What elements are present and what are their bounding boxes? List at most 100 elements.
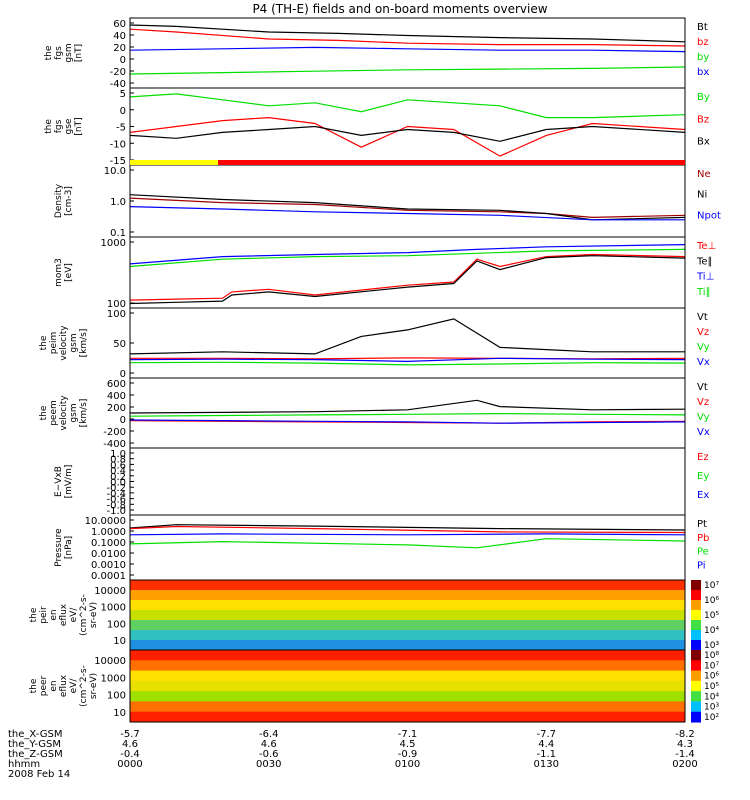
y-tick-label: 600 [107, 379, 126, 390]
legend-label: Vz [697, 397, 709, 408]
heatmap-band [130, 630, 685, 641]
y-axis-label: the peim velocity gsm [km/s] [39, 325, 89, 361]
legend-label: Bz [697, 114, 709, 125]
series-line-Pb [129, 525, 686, 534]
status-strip-red [218, 160, 685, 165]
series-line-bx [129, 46, 686, 53]
legend-label: Bx [697, 137, 710, 148]
series-line-Vt [129, 399, 686, 414]
y-tick-label: 0.0 [110, 478, 126, 489]
series-line-by [129, 66, 686, 75]
heatmap-band [130, 640, 685, 651]
heatmap-band [130, 691, 685, 702]
series-line-Vx [129, 419, 686, 424]
colorbar-tick-label: 10⁵ [704, 611, 719, 621]
y-tick-label: 40 [113, 31, 126, 42]
heatmap-band [130, 701, 685, 713]
legend-label: Vy [697, 342, 710, 353]
y-label-line: gsm [69, 333, 79, 352]
y-tick-label: 0.2 [110, 472, 126, 483]
x-axis-value: 0030 [256, 759, 281, 770]
y-tick-label: -400 [103, 439, 126, 450]
y-label-line: [cm-3] [64, 186, 74, 216]
y-label-line: en [49, 680, 59, 691]
y-tick-label: 10000 [94, 586, 126, 597]
y-tick-label: 0.4 [110, 466, 126, 477]
y-label-line: peer [39, 675, 49, 696]
series-line-Te⊥ [129, 253, 686, 301]
y-axis-label: the peem velocity gsm [km/s] [39, 395, 89, 431]
series-line-Ne [129, 197, 686, 219]
x-axis-value: 0200 [672, 759, 697, 770]
legend-label: Pe [697, 547, 709, 558]
heatmap-band [130, 711, 685, 723]
y-tick-label: 50 [113, 339, 126, 350]
colorbar-segment [691, 670, 701, 682]
y-tick-label: 0.0001 [91, 571, 126, 582]
y-tick-label: 1.0000 [91, 527, 126, 538]
y-axis-label: the peer en eflux eV/(cm^2-s-sr-eV) [29, 665, 99, 707]
x-axis-value: -0.9 [398, 749, 418, 760]
y-label-line: [km/s] [79, 399, 89, 428]
y-label-line: eflux [59, 603, 69, 626]
colorbar-tick-label: 10⁴ [704, 692, 719, 702]
y-label-line: eflux [59, 674, 69, 697]
colorbar-segment [691, 711, 701, 723]
y-tick-label: 100 [107, 691, 126, 702]
plot-title: P4 (TH-E) fields and on-board moments ov… [252, 2, 547, 16]
colorbar-segment [691, 701, 701, 713]
y-tick-label: -0.2 [106, 483, 126, 494]
y-tick-label: 10 [113, 636, 126, 647]
y-label-line: the [44, 119, 54, 134]
x-axis-value: -7.1 [398, 729, 418, 740]
y-label-line: the [44, 45, 54, 60]
y-tick-label: 200 [107, 403, 126, 414]
y-tick-label: 0.1 [110, 228, 126, 239]
colorbar-tick-label: 10² [704, 713, 719, 723]
colorbar-segment [691, 600, 701, 611]
y-tick-label: -0.6 [106, 495, 126, 506]
y-tick-label: 0.1000 [91, 538, 126, 549]
x-axis-value: 4.4 [538, 739, 554, 750]
series-line-Npot [129, 206, 685, 221]
legend-label: bz [697, 37, 709, 48]
y-label-line: gsm [69, 403, 79, 422]
panel-8: 10000 1000 100 10 10⁷ 10⁶ 10⁵ 10⁴ 10³ the peir en ef… [29, 579, 719, 651]
y-label-line: peem [49, 400, 59, 426]
y-tick-label: -20 [110, 67, 126, 78]
y-axis-label: E−VxB [mV/m] [54, 465, 74, 499]
y-label-line: sr-eV) [89, 602, 99, 628]
panel-6: 1.00.80.60.40.20.0-0.2-0.4-0.6-0.8-1.0 Ez… [54, 447, 709, 517]
colorbar-tick-label: 10⁷ [704, 661, 719, 671]
colorbar-tick-label: 10⁵ [704, 682, 719, 692]
y-label-line: [eV] [64, 263, 74, 282]
y-label-line: gsm [64, 43, 74, 62]
series-line-By [129, 93, 686, 119]
x-axis-value: -0.4 [120, 749, 140, 760]
heatmap-band [130, 670, 685, 682]
panel-frame [129, 447, 686, 516]
status-strip-yellow [130, 160, 218, 165]
y-tick-label: 100 [107, 299, 126, 310]
legend-label: Vx [697, 427, 710, 438]
colorbar-tick-label: 10⁸ [704, 651, 719, 661]
y-tick-label: 10 [113, 708, 126, 719]
y-label-line: fgs [54, 46, 64, 60]
y-tick-label: -15 [110, 156, 126, 167]
legend-label: Te⊥ [696, 241, 716, 252]
x-axis-value: -1.4 [675, 749, 695, 760]
y-tick-label: 100 [107, 619, 126, 630]
legend-label: Ne [697, 169, 711, 180]
x-axis-value: -0.6 [259, 749, 279, 760]
y-tick-label: 1.0 [110, 449, 126, 460]
y-label-line: peim [49, 332, 59, 355]
y-label-line: mom3 [54, 258, 64, 287]
colorbar-segment [691, 650, 701, 661]
y-label-line: [nT] [74, 44, 84, 62]
colorbar-segment [691, 640, 701, 651]
